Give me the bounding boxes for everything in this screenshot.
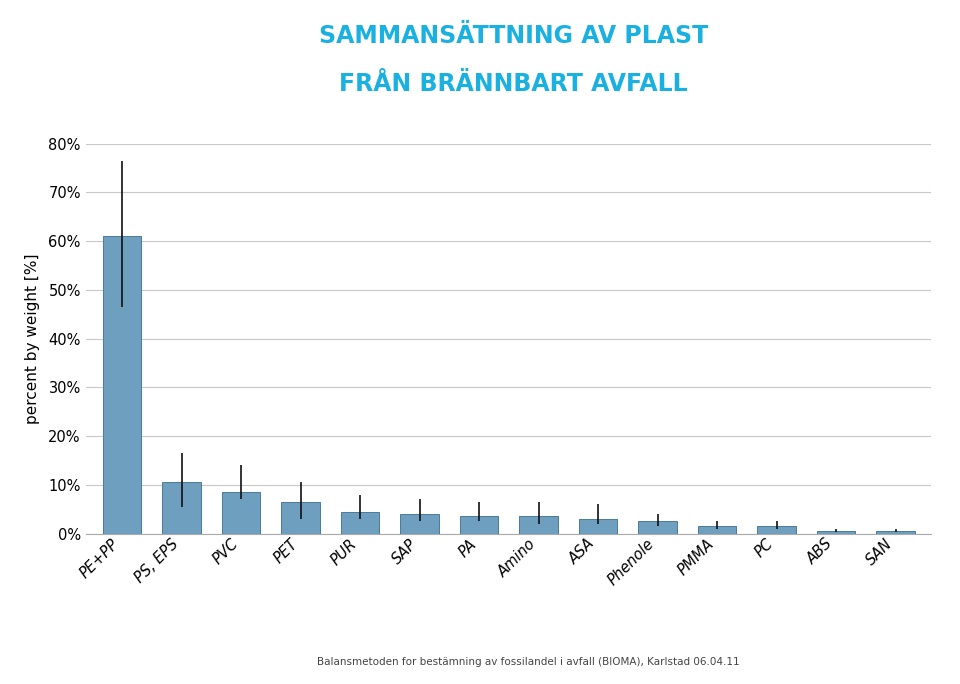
Bar: [103, 236, 141, 534]
Bar: [519, 516, 558, 534]
Bar: [698, 526, 736, 534]
Text: Balansmetoden for bestämning av fossilandel i avfall (BIOMA), Karlstad 06.04.11: Balansmetoden for bestämning av fossilan…: [317, 657, 739, 667]
Bar: [400, 514, 439, 534]
Bar: [876, 531, 915, 534]
Bar: [817, 531, 855, 534]
Bar: [579, 519, 617, 534]
Bar: [162, 482, 201, 534]
Y-axis label: percent by weight [%]: percent by weight [%]: [25, 253, 40, 424]
Bar: [222, 492, 260, 534]
Bar: [281, 502, 320, 534]
Text: FRÅN BRÄNNBART AVFALL: FRÅN BRÄNNBART AVFALL: [339, 72, 688, 96]
Bar: [638, 521, 677, 534]
Bar: [460, 516, 498, 534]
Text: RAMBOLL: RAMBOLL: [46, 642, 136, 661]
Bar: [341, 512, 379, 534]
Bar: [757, 526, 796, 534]
Text: SAMMANSÄTTNING AV PLAST: SAMMANSÄTTNING AV PLAST: [319, 24, 708, 48]
